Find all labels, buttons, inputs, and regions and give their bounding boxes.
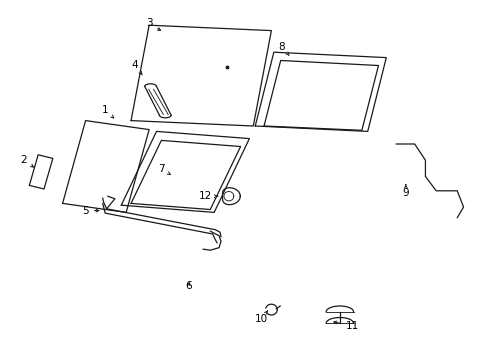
Text: 5: 5 xyxy=(82,206,99,216)
Text: 3: 3 xyxy=(145,18,160,30)
Text: 8: 8 xyxy=(277,42,288,55)
Text: 4: 4 xyxy=(131,60,142,75)
Text: 10: 10 xyxy=(255,311,267,324)
Text: 2: 2 xyxy=(20,155,33,167)
Text: 7: 7 xyxy=(158,164,170,175)
Text: 1: 1 xyxy=(102,105,113,118)
Text: 6: 6 xyxy=(184,281,191,291)
Text: 11: 11 xyxy=(333,321,358,331)
Text: 9: 9 xyxy=(402,185,408,198)
Text: 12: 12 xyxy=(198,191,217,201)
